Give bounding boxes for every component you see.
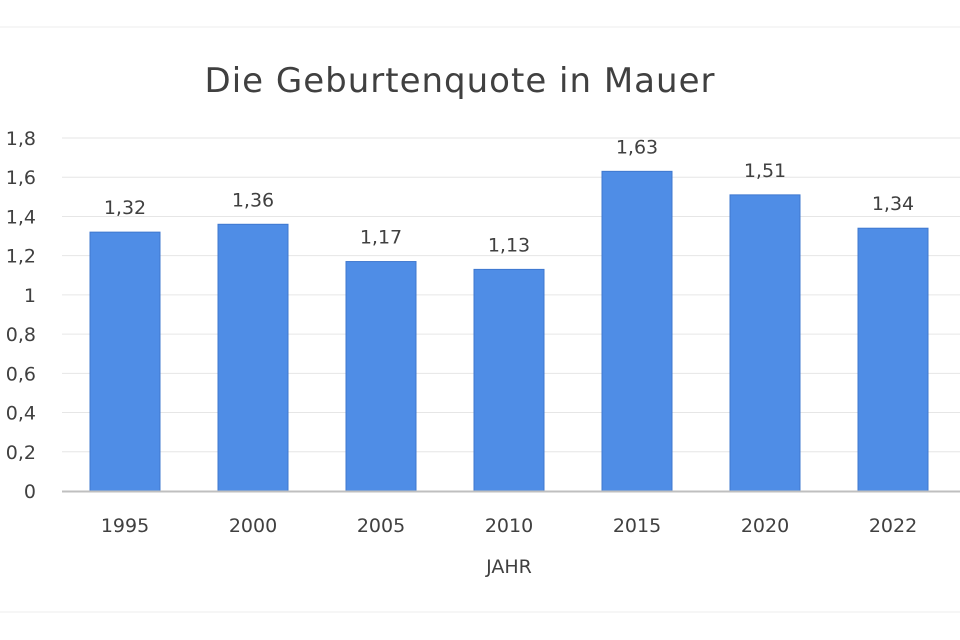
bar-2000 — [217, 223, 289, 492]
y-axis-tick-labels: 0 0,2 0,4 0,6 0,8 1 1,2 1,4 1,6 1,8 — [6, 128, 36, 503]
y-tick-label: 0,4 — [6, 403, 36, 425]
x-axis-title: JAHR — [485, 556, 532, 578]
y-tick-label: 0,2 — [6, 442, 36, 464]
bar-2020 — [729, 194, 801, 492]
y-tick-label: 1 — [24, 285, 36, 307]
x-tick-label-2020: 2020 — [741, 515, 789, 537]
data-label-1995: 1,32 — [104, 197, 146, 219]
data-label-2020: 1,51 — [744, 160, 786, 182]
bar-2005 — [345, 261, 417, 492]
bar-2015 — [601, 170, 673, 492]
bar-2010 — [473, 268, 545, 492]
bar-1995 — [89, 231, 161, 492]
x-tick-label-2005: 2005 — [357, 515, 405, 537]
x-tick-label-1995: 1995 — [101, 515, 149, 537]
bar-2022 — [857, 227, 929, 492]
y-tick-label: 1,4 — [6, 206, 36, 228]
y-tick-label: 0,8 — [6, 324, 36, 346]
data-labels: 1,32 1,36 1,17 1,13 1,63 1,51 1,34 — [104, 136, 914, 256]
bars — [89, 170, 929, 492]
data-label-2005: 1,17 — [360, 227, 402, 249]
chart-title: Die Geburtenquote in Mauer — [205, 61, 716, 101]
y-tick-label: 1,2 — [6, 246, 36, 268]
y-tick-label: 0 — [24, 481, 36, 503]
y-tick-label: 0,6 — [6, 363, 36, 385]
y-tick-label: 1,6 — [6, 167, 36, 189]
data-label-2022: 1,34 — [872, 193, 914, 215]
x-tick-label-2010: 2010 — [485, 515, 533, 537]
x-tick-label-2015: 2015 — [613, 515, 661, 537]
data-label-2000: 1,36 — [232, 189, 274, 211]
x-tick-label-2000: 2000 — [229, 515, 277, 537]
data-label-2010: 1,13 — [488, 234, 530, 256]
y-tick-label: 1,8 — [6, 128, 36, 150]
data-label-2015: 1,63 — [616, 136, 658, 158]
x-tick-label-2022: 2022 — [869, 515, 917, 537]
x-axis-tick-labels: 1995 2000 2005 2010 2015 2020 2022 — [101, 515, 917, 537]
